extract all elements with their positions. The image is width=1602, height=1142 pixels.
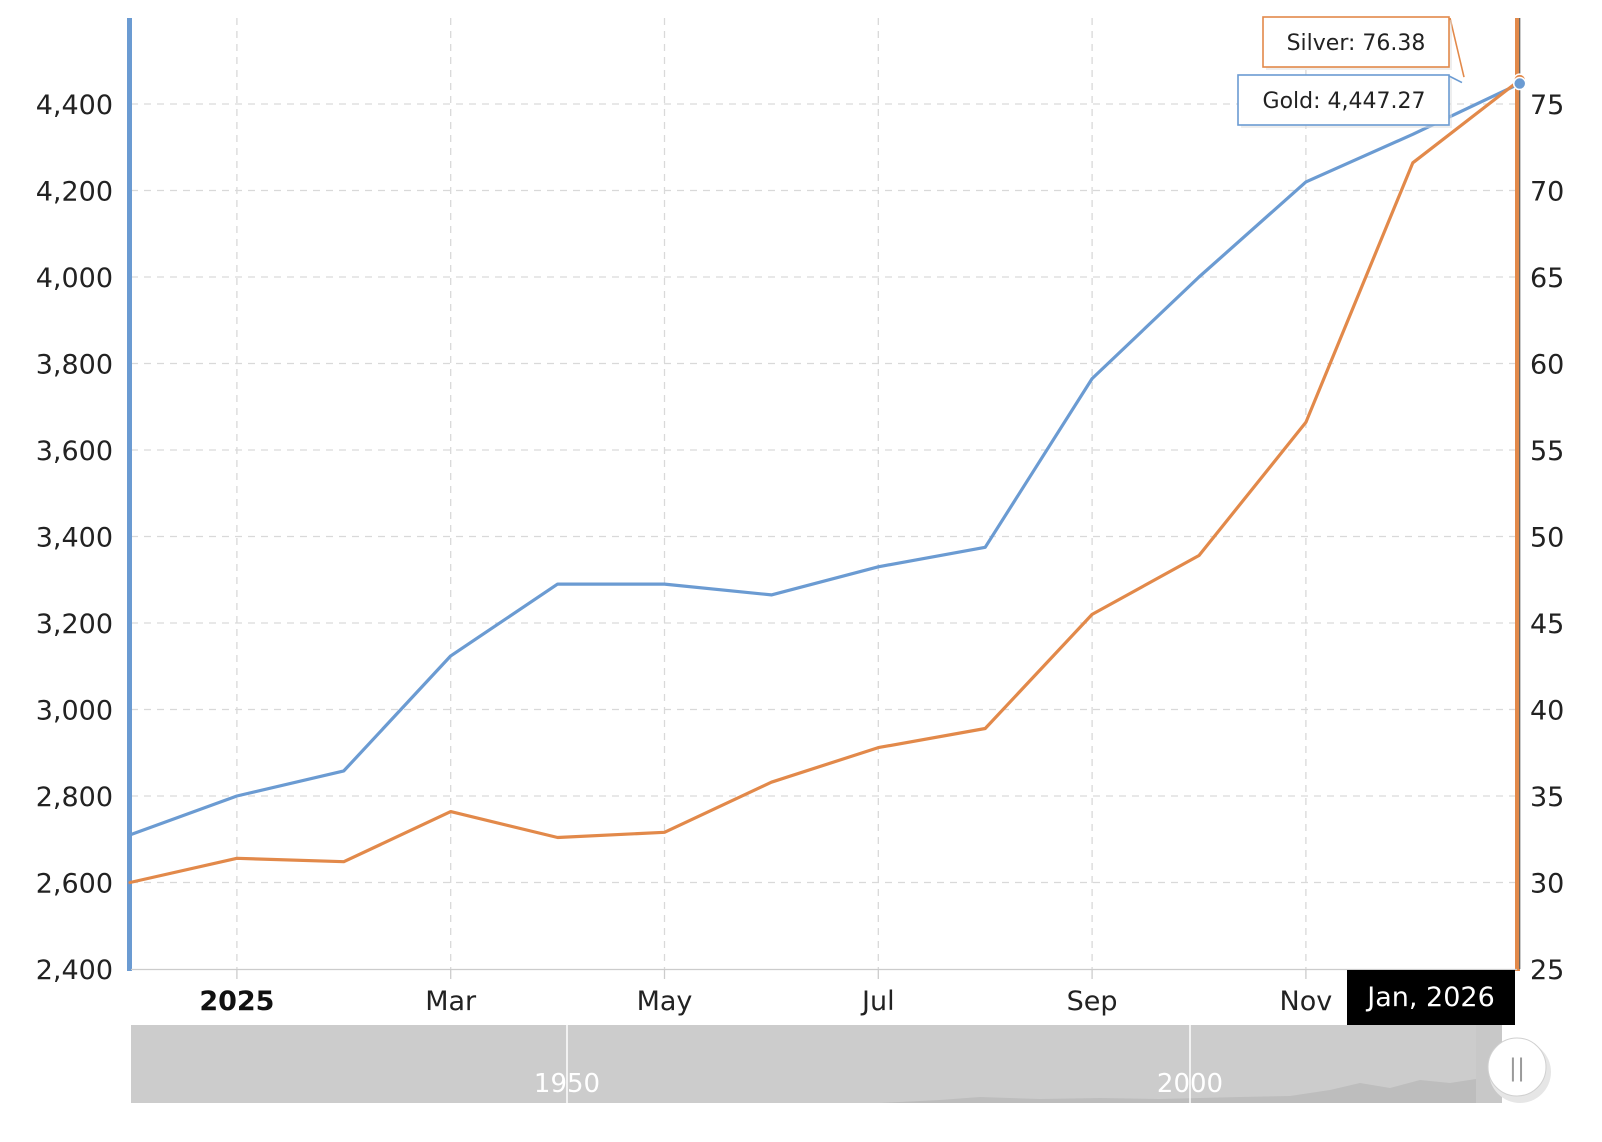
y-right-tick-label: 75 [1530,90,1564,121]
x-tick-label: Sep [1067,986,1118,1017]
navigator-background [131,1025,1476,1103]
gold-point-marker [1512,76,1527,91]
y-left-tick-label: 2,800 [36,782,113,813]
y-right-tick-label: 35 [1530,782,1564,813]
x-tick-label: 2025 [199,986,274,1017]
silver-tooltip-text: Silver: 76.38 [1287,31,1426,56]
y-left-tick-label: 4,400 [36,90,113,121]
y-axis-right-labels: 25 30 35 40 45 50 55 60 65 70 75 [1530,90,1564,986]
y-right-tick-label: 30 [1530,869,1564,900]
navigator-label: 2000 [1157,1069,1223,1099]
y-right-tick-label: 40 [1530,696,1564,727]
x-tick-label: Jul [860,986,895,1017]
y-right-tick-label: 55 [1530,436,1564,467]
navigator-handle[interactable] [1487,1037,1547,1097]
silver-tooltip-box [1262,16,1450,68]
tooltips: Silver: 76.38 Gold: 4,447.27 [1237,16,1465,128]
navigator-handle-grip-icon: || [1509,1054,1525,1082]
y-left-tick-label: 3,800 [36,350,113,381]
y-right-tick-label: 45 [1530,609,1564,640]
y-left-tick-label: 3,000 [36,696,113,727]
x-axis-labels: 2025 Mar May Jul Sep Nov [199,986,1332,1017]
gold-tooltip-connector [1448,75,1463,84]
y-axis-right-line [1515,18,1520,971]
axes [127,18,1520,979]
y-right-tick-label: 70 [1530,177,1564,208]
y-right-tick-label: 60 [1530,350,1564,381]
y-left-tick-label: 4,000 [36,263,113,294]
y-right-tick-label: 25 [1530,955,1564,986]
y-left-tick-label: 2,600 [36,869,113,900]
gold-tooltip-box [1237,74,1450,126]
silver-tooltip-connector [1449,17,1465,78]
y-axis-left-line [127,18,132,971]
grid-lines [131,18,1517,969]
y-left-tick-label: 3,200 [36,609,113,640]
x-tick-label: May [637,986,693,1017]
y-right-tick-label: 65 [1530,263,1564,294]
y-right-tick-label: 50 [1530,523,1564,554]
series-line-gold[interactable] [128,81,1522,837]
range-navigator[interactable]: 1950 2000 || [131,1025,1551,1103]
y-left-tick-label: 2,400 [36,955,113,986]
series-line-silver[interactable] [128,78,1522,885]
crosshair: Jan, 2026 [1347,18,1527,1025]
x-tick-label: Nov [1280,986,1333,1017]
x-tick-label: Mar [425,986,477,1017]
navigator-area [880,1079,1476,1103]
y-left-tick-label: 4,200 [36,177,113,208]
crosshair-date-label: Jan, 2026 [1365,982,1495,1013]
navigator-label: 1950 [534,1069,600,1099]
y-axis-left-labels: 2,400 2,600 2,800 3,000 3,200 3,400 3,600 3,800… [36,90,113,986]
y-left-tick-label: 3,400 [36,523,113,554]
series-lines[interactable] [128,78,1522,885]
y-left-tick-label: 3,600 [36,436,113,467]
crosshair-date-badge [1347,970,1515,1025]
gold-tooltip-text: Gold: 4,447.27 [1263,89,1426,114]
